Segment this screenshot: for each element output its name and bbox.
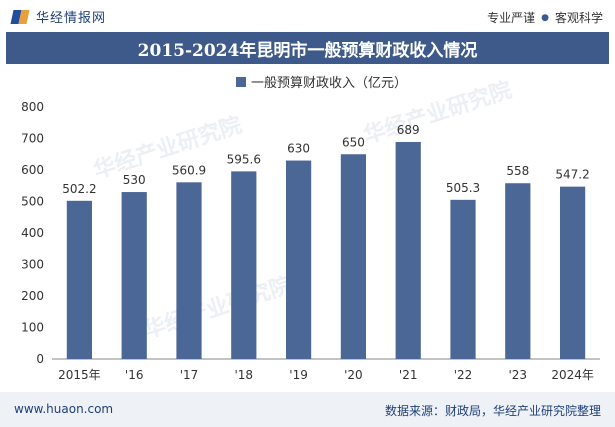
slogan-left: 专业严谨	[487, 11, 536, 25]
y-tick-label: 300	[21, 258, 44, 272]
data-label: 630	[287, 142, 310, 156]
bar	[450, 199, 476, 359]
data-source: 数据来源：财政局，华经产业研究院整理	[384, 404, 601, 418]
bar	[231, 171, 257, 359]
brand-name: 华经情报网	[36, 11, 107, 26]
data-label: 558	[506, 164, 529, 178]
data-label: 530	[123, 173, 146, 187]
slogan-dot-icon: ●	[541, 12, 549, 23]
y-tick-label: 400	[21, 226, 44, 240]
x-tick-label: '17	[180, 368, 199, 382]
bar	[340, 154, 367, 359]
slogan: 专业严谨 ● 客观科学	[487, 9, 603, 26]
chart-title-bar: 2015-2024年昆明市一般预算财政收入情况	[6, 32, 609, 64]
x-tick-label: '16	[125, 368, 144, 382]
x-tick-label: 2024年	[551, 368, 594, 382]
y-tick-label: 700	[21, 132, 44, 146]
bar	[121, 192, 147, 359]
legend-label: 一般预算财政收入（亿元）	[251, 75, 407, 91]
data-label: 560.9	[172, 163, 206, 177]
y-tick-label: 0	[36, 352, 44, 366]
y-tick-label: 500	[21, 195, 44, 209]
bar	[285, 160, 312, 359]
data-label: 689	[397, 123, 420, 137]
x-tick-label: '20	[344, 368, 363, 382]
logo-icon	[10, 8, 30, 26]
x-tick-label: '22	[454, 368, 473, 382]
bar-chart: 一般预算财政收入（亿元） 0 100 200 300 400 500 600 700 800 502…	[21, 75, 600, 382]
data-label: 547.2	[555, 168, 589, 182]
legend-swatch	[236, 77, 246, 87]
bar	[66, 200, 93, 359]
y-tick-label: 100	[21, 321, 44, 335]
bar	[395, 141, 421, 359]
x-tick-label: '18	[235, 368, 254, 382]
footer-url[interactable]: www.huaon.com	[14, 402, 114, 416]
data-label: 650	[342, 135, 365, 149]
top-bar: 华经情报网 专业严谨 ● 客观科学	[0, 0, 615, 32]
bar	[505, 183, 531, 359]
x-tick-label: '19	[289, 368, 308, 382]
footer: www.huaon.com 数据来源：财政局，华经产业研究院整理	[0, 392, 615, 427]
x-tick-label: '23	[509, 368, 528, 382]
slogan-right: 客观科学	[554, 11, 603, 25]
data-label: 505.3	[446, 181, 480, 195]
chart-title: 2015-2024年昆明市一般预算财政收入情况	[137, 40, 478, 61]
bar	[176, 182, 202, 359]
bar	[559, 186, 586, 359]
y-tick-label: 200	[21, 289, 44, 303]
y-tick-label: 600	[21, 163, 44, 177]
y-tick-label: 800	[21, 100, 44, 114]
data-label: 595.6	[227, 152, 261, 166]
brand: 华经情报网	[10, 7, 107, 26]
data-label: 502.2	[62, 182, 96, 196]
x-tick-label: '21	[399, 368, 418, 382]
x-tick-label: 2015年	[58, 368, 101, 382]
